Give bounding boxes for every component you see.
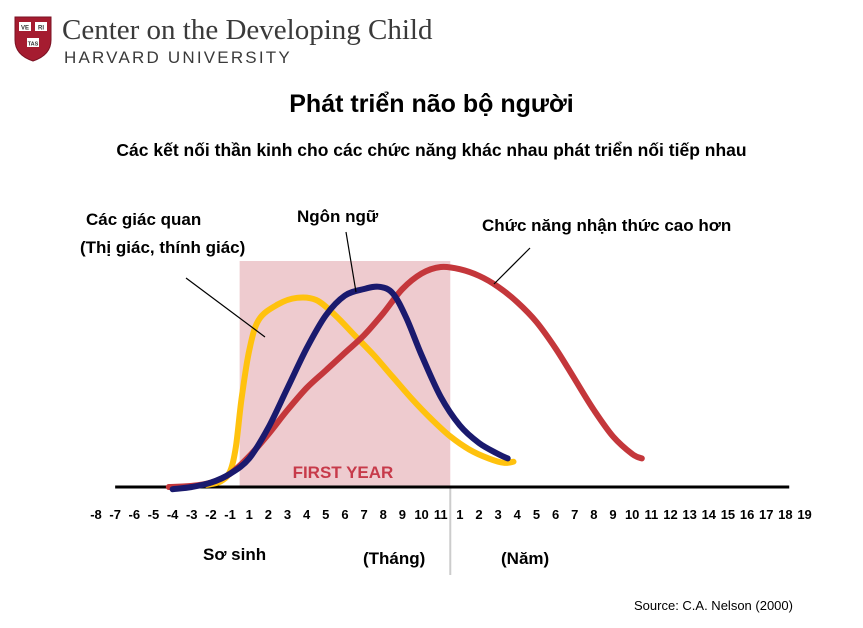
senses-curve xyxy=(204,294,517,488)
x-tick-label: 10 xyxy=(625,507,639,522)
university-name: HARVARD UNIVERSITY xyxy=(64,48,292,67)
page-subtitle: Các kết nối thần kinh cho các chức năng … xyxy=(116,140,747,160)
source-credit: Source: C.A. Nelson (2000) xyxy=(634,598,793,613)
x-tick-label: 12 xyxy=(663,507,677,522)
x-tick-label: 16 xyxy=(740,507,754,522)
shield-text-tas: TAS xyxy=(28,42,39,48)
x-tick-label: 7 xyxy=(360,507,367,522)
higher-cognition-label: Chức năng nhận thức cao hơn xyxy=(482,216,732,235)
x-tick-label: -2 xyxy=(205,507,217,522)
x-tick-label: 17 xyxy=(759,507,773,522)
x-tick-label: 5 xyxy=(322,507,329,522)
language-label: Ngôn ngữ xyxy=(297,207,379,226)
x-tick-label: 1 xyxy=(456,507,463,522)
x-tick-label: 15 xyxy=(721,507,735,522)
x-tick-label: 6 xyxy=(341,507,348,522)
months-label: (Tháng) xyxy=(363,549,426,568)
language-curve xyxy=(169,283,511,493)
x-tick-label: 14 xyxy=(702,507,717,522)
x-tick-label: 13 xyxy=(682,507,696,522)
x-tick-label: 2 xyxy=(265,507,272,522)
language-pointer-line xyxy=(345,231,357,293)
x-tick-label: 8 xyxy=(380,507,387,522)
x-tick-label: 3 xyxy=(284,507,291,522)
x-tick-label: 4 xyxy=(514,507,522,522)
x-tick-label: 19 xyxy=(797,507,811,522)
x-tick-label: -8 xyxy=(90,507,102,522)
senses-label-line1: Các giác quan xyxy=(86,210,202,229)
x-tick-label: -7 xyxy=(109,507,121,522)
newborn-label: Sơ sinh xyxy=(203,545,267,564)
x-tick-label: -6 xyxy=(129,507,141,522)
x-tick-label: 1 xyxy=(246,507,253,522)
shield-text-ve: VE xyxy=(21,26,29,32)
x-tick-label: -1 xyxy=(224,507,236,522)
senses-pointer-line xyxy=(185,277,266,338)
x-tick-label: 10 xyxy=(414,507,428,522)
x-tick-label: -5 xyxy=(148,507,160,522)
x-tick-label: 18 xyxy=(778,507,792,522)
x-tick-label: 8 xyxy=(590,507,597,522)
x-tick-label: 11 xyxy=(644,507,658,522)
harvard-shield-logo: VE RI TAS xyxy=(14,16,52,62)
x-tick-label: 3 xyxy=(495,507,502,522)
x-tick-label: 11 xyxy=(434,507,448,522)
x-tick-label: 4 xyxy=(303,507,311,522)
x-tick-label: 9 xyxy=(399,507,406,522)
x-tick-label: 9 xyxy=(609,507,616,522)
org-name: Center on the Developing Child xyxy=(62,14,433,46)
first-year-label: FIRST YEAR xyxy=(293,463,394,482)
x-tick-label: 6 xyxy=(552,507,559,522)
shield-text-ri: RI xyxy=(38,26,44,32)
x-tick-label: 5 xyxy=(533,507,540,522)
x-tick-label: 2 xyxy=(475,507,482,522)
page-title: Phát triển não bộ người xyxy=(289,90,574,118)
x-tick-label: 7 xyxy=(571,507,578,522)
senses-label-line2: (Thị giác, thính giác) xyxy=(80,238,246,257)
years-label: (Năm) xyxy=(501,549,550,568)
cognition-pointer-line xyxy=(493,247,531,285)
x-tick-label: -3 xyxy=(186,507,198,522)
x-tick-label: -4 xyxy=(167,507,179,522)
